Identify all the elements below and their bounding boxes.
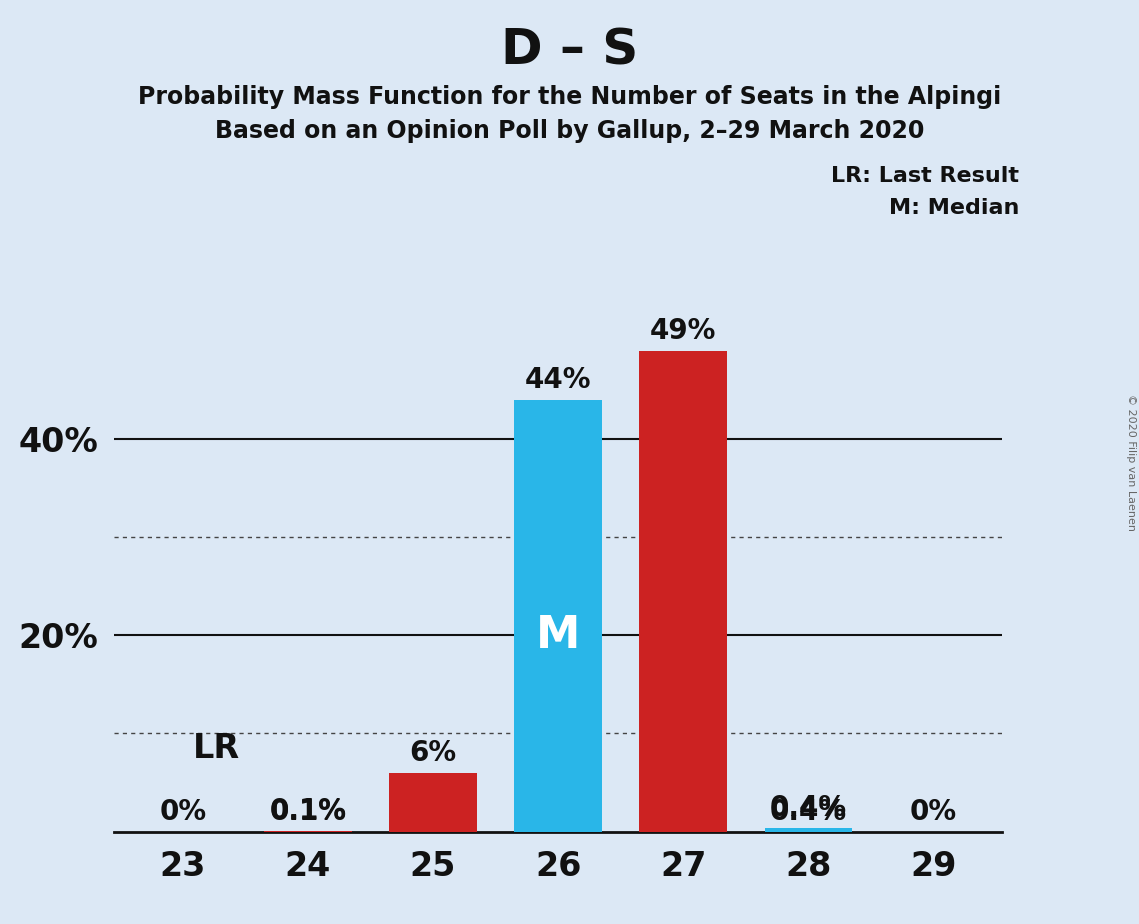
Text: Probability Mass Function for the Number of Seats in the Alpingi: Probability Mass Function for the Number… (138, 85, 1001, 109)
Text: 0%: 0% (910, 797, 957, 826)
Text: D – S: D – S (501, 27, 638, 75)
Text: LR: LR (192, 732, 240, 765)
Text: M: Median: M: Median (890, 198, 1019, 218)
Text: 0.4%: 0.4% (770, 794, 847, 821)
Text: 0.1%: 0.1% (269, 797, 346, 826)
Bar (639, 351, 727, 832)
Text: Based on an Opinion Poll by Gallup, 2–29 March 2020: Based on an Opinion Poll by Gallup, 2–29… (215, 119, 924, 143)
Text: 0.1%: 0.1% (269, 796, 346, 825)
Text: 6%: 6% (409, 739, 457, 767)
Text: LR: Last Result: LR: Last Result (831, 165, 1019, 186)
Bar (390, 772, 477, 832)
Text: 0%: 0% (159, 797, 206, 826)
Bar (264, 831, 352, 832)
Bar (515, 400, 601, 832)
Text: 49%: 49% (650, 317, 716, 345)
Text: 44%: 44% (525, 366, 591, 394)
Text: © 2020 Filip van Laenen: © 2020 Filip van Laenen (1126, 394, 1136, 530)
Text: 0.4%: 0.4% (770, 797, 847, 826)
Text: M: M (536, 614, 580, 657)
Bar (764, 828, 852, 832)
